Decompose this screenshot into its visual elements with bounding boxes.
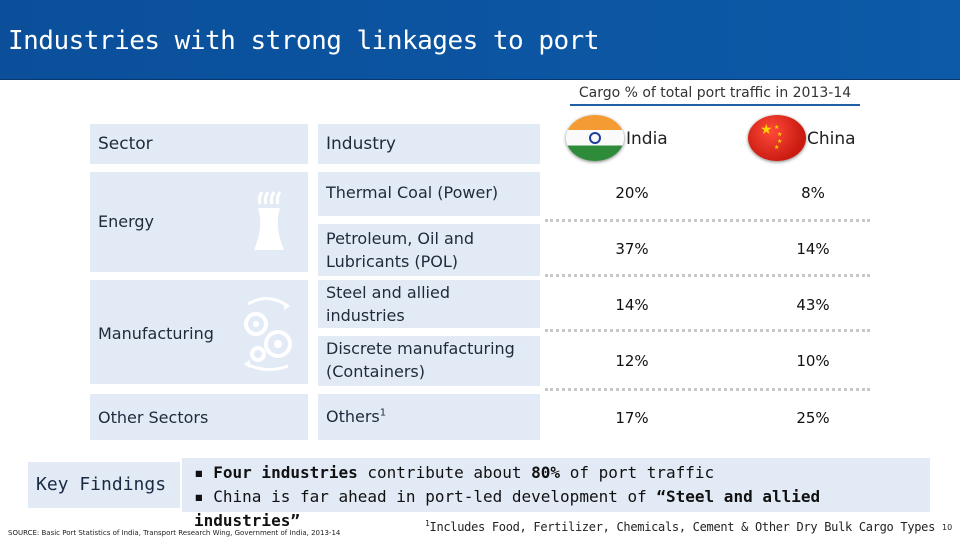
- cargo-caption: Cargo % of total port traffic in 2013-14: [570, 84, 860, 106]
- industry-label-3: Discrete manufacturing (Containers): [326, 339, 515, 381]
- sector-other: Other Sectors: [90, 394, 308, 440]
- industry-header-label: Industry: [326, 134, 396, 154]
- key-finding-1-bold: Four industries: [213, 463, 358, 482]
- india-flag-icon: [566, 115, 624, 161]
- row-separator: [545, 388, 870, 391]
- china-value-2: 43%: [796, 296, 830, 314]
- key-findings-label: Key Findings: [28, 462, 180, 508]
- title-bar: Industries with strong linkages to port: [0, 0, 960, 80]
- industry-header: Industry: [318, 124, 540, 164]
- india-value-1: 37%: [615, 240, 649, 258]
- industry-cell-3: Discrete manufacturing (Containers): [318, 336, 540, 386]
- key-finding-1-bold2: 80%: [531, 463, 561, 482]
- gears-icon: [244, 297, 292, 371]
- slide-title: Industries with strong linkages to port: [8, 26, 599, 56]
- sector-energy-label: Energy: [98, 212, 155, 231]
- china-header: China: [807, 129, 856, 149]
- india-header: India: [626, 129, 668, 149]
- china-value-3: 10%: [796, 352, 830, 370]
- key-finding-1: ▪ Four industries contribute about 80% o…: [194, 463, 715, 482]
- industry-label-2: Steel and allied industries: [326, 283, 450, 325]
- footnote-text: Includes Food, Fertilizer, Chemicals, Ce…: [429, 520, 936, 534]
- row-separator: [545, 274, 870, 277]
- source-note: SOURCE: Basic Port Statistics of India, …: [8, 529, 341, 537]
- industry-label-0: Thermal Coal (Power): [326, 183, 499, 202]
- china-value-1: 14%: [796, 240, 830, 258]
- key-finding-2-bold: “Steel and allied industries”: [194, 487, 821, 530]
- china-value-0: 8%: [801, 184, 825, 202]
- key-finding-2-text: China is far ahead in port-led developme…: [213, 487, 657, 506]
- key-finding-2: ▪ China is far ahead in port-led develop…: [194, 487, 821, 530]
- industry-cell-4: Others1: [318, 394, 540, 440]
- india-value-2: 14%: [615, 296, 649, 314]
- sector-other-label: Other Sectors: [98, 408, 209, 427]
- sector-manufacturing-label: Manufacturing: [98, 324, 214, 343]
- industry-cell-0: Thermal Coal (Power): [318, 172, 540, 216]
- footnote-sup: 1: [425, 519, 430, 528]
- india-value-3: 12%: [615, 352, 649, 370]
- footnote: 1Includes Food, Fertilizer, Chemicals, C…: [425, 519, 935, 534]
- row-separator: [545, 329, 870, 332]
- key-findings-box: ▪ Four industries contribute about 80% o…: [182, 458, 930, 530]
- industry-cell-1: Petroleum, Oil and Lubricants (POL): [318, 224, 540, 276]
- industry-label-1: Petroleum, Oil and Lubricants (POL): [326, 229, 475, 271]
- china-value-4: 25%: [796, 409, 830, 427]
- india-value-4: 17%: [615, 409, 649, 427]
- page-number: 10: [942, 523, 953, 532]
- china-flag-icon: ★ ★ ★ ★ ★: [748, 115, 806, 161]
- india-value-0: 20%: [615, 184, 649, 202]
- power-plant-icon: [254, 191, 284, 250]
- industry-label-4-sup: 1: [379, 407, 387, 419]
- sector-header-label: Sector: [98, 134, 153, 154]
- industry-label-4-text: Others: [326, 407, 380, 426]
- sector-header: Sector: [90, 124, 308, 164]
- row-separator: [545, 219, 870, 222]
- key-finding-1-end: of port traffic: [560, 463, 715, 482]
- industry-cell-2: Steel and allied industries: [318, 280, 540, 328]
- key-finding-1-mid: contribute about: [357, 463, 532, 482]
- industry-label-4: Others1: [326, 407, 386, 426]
